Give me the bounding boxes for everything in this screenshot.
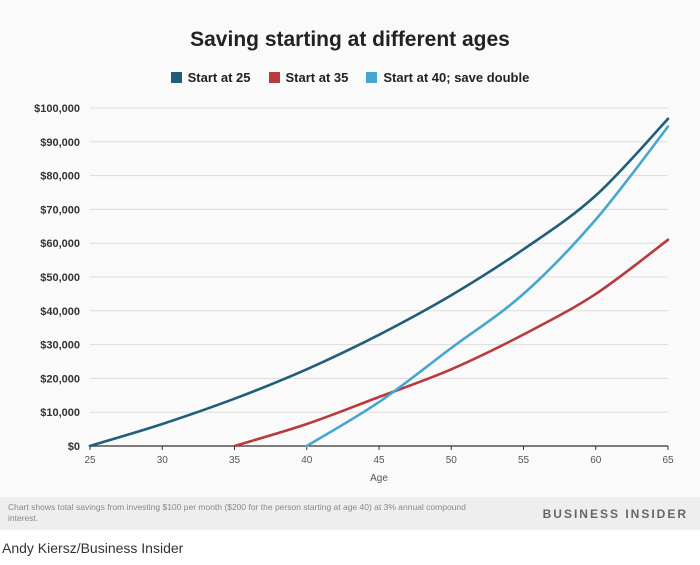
y-tick-label: $40,000 xyxy=(40,306,80,318)
legend-item: Start at 40; save double xyxy=(366,70,529,85)
y-tick-label: $50,000 xyxy=(40,272,80,284)
chart-card: Saving starting at different ages Start … xyxy=(0,28,700,530)
y-tick-label: $80,000 xyxy=(40,171,80,183)
x-tick-label: 35 xyxy=(229,455,241,466)
x-axis-label: Age xyxy=(370,473,388,484)
chart-legend: Start at 25 Start at 35 Start at 40; save … xyxy=(0,70,700,85)
y-tick-label: $100,000 xyxy=(34,103,80,115)
legend-swatch xyxy=(366,72,378,83)
legend-label: Start at 35 xyxy=(285,70,349,85)
plot-area: $0 $10,000 $20,000 $30,000 $40,000 $50,000 $60… xyxy=(34,103,674,484)
chart-footer: Chart shows total savings from investing… xyxy=(0,497,700,530)
x-tick-label: 55 xyxy=(518,455,530,466)
brand-logo: BUSINESS INSIDER xyxy=(542,507,688,521)
legend-label: Start at 25 xyxy=(187,70,251,85)
legend-label: Start at 40; save double xyxy=(383,70,530,85)
y-tick-label: $10,000 xyxy=(40,407,80,419)
legend-swatch xyxy=(170,72,182,83)
y-tick-label: $60,000 xyxy=(40,238,80,250)
x-tick-label: 65 xyxy=(662,455,674,466)
series-line xyxy=(233,238,670,448)
image-credit: Andy Kiersz/Business Insider xyxy=(2,540,184,556)
y-tick-label: $20,000 xyxy=(40,373,80,385)
chart-footnote: Chart shows total savings from investing… xyxy=(8,502,466,523)
x-tick-label: 45 xyxy=(373,455,385,466)
x-tick-label: 40 xyxy=(301,455,313,466)
x-tick-label: 25 xyxy=(84,455,96,466)
y-tick-label: $90,000 xyxy=(40,137,80,149)
series-line xyxy=(305,125,670,448)
legend-swatch xyxy=(268,72,280,83)
legend-item: Start at 35 xyxy=(268,70,349,85)
chart-title: Saving starting at different ages xyxy=(190,28,510,51)
y-tick-label: $70,000 xyxy=(40,204,80,216)
x-tick-label: 60 xyxy=(590,455,602,466)
x-tick-label: 30 xyxy=(157,455,169,466)
y-tick-label: $30,000 xyxy=(40,340,80,352)
y-tick-label: $0 xyxy=(68,441,80,453)
legend-item: Start at 25 xyxy=(170,70,251,85)
x-tick-label: 50 xyxy=(446,455,458,466)
series-line xyxy=(88,117,670,448)
